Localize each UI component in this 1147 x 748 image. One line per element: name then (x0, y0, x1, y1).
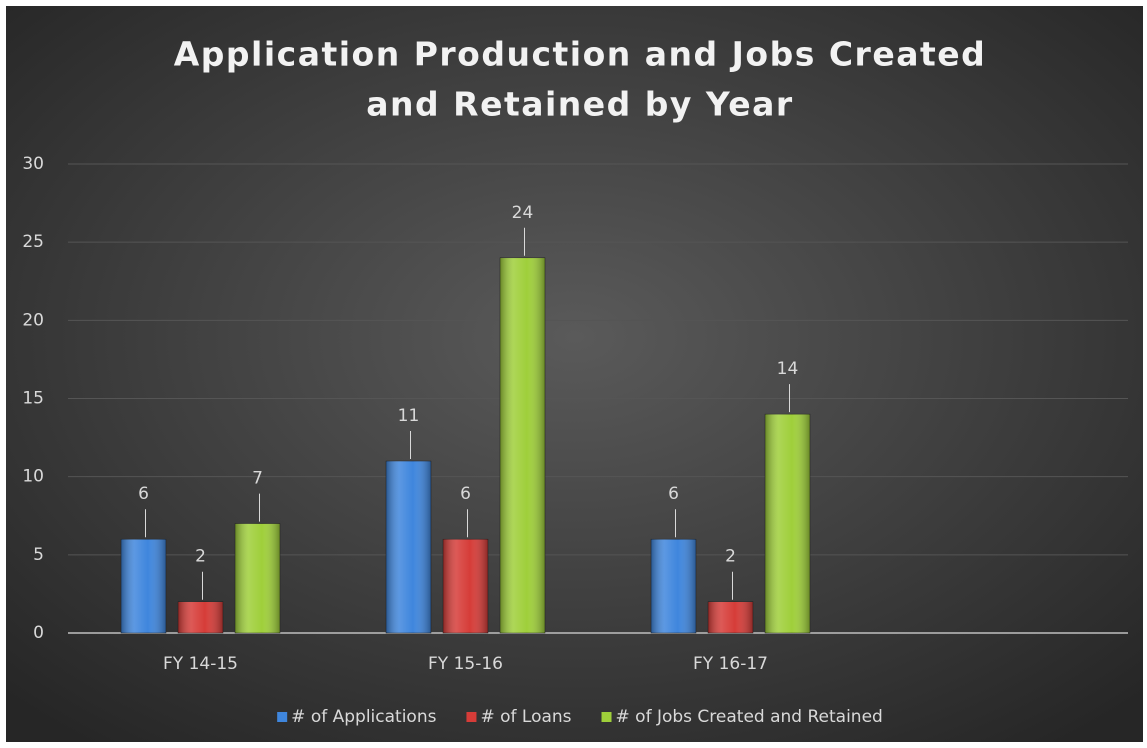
x-tick-label: FY 16-17 (693, 654, 768, 674)
data-label: 2 (195, 547, 206, 567)
data-label: 6 (668, 484, 679, 504)
y-tick-label: 5 (33, 545, 44, 565)
legend-swatch (277, 712, 288, 722)
x-tick-label: FY 14-15 (163, 654, 238, 674)
y-tick-label: 0 (33, 623, 44, 643)
bar-shine (651, 539, 696, 633)
data-label: 2 (725, 547, 736, 567)
y-tick-label: 10 (22, 467, 44, 487)
bar-shine (500, 257, 545, 633)
y-tick-label: 30 (22, 154, 44, 174)
bar-shine (178, 601, 223, 633)
bar-shine (765, 414, 810, 633)
bar-shine (386, 461, 431, 633)
legend-label: # of Loans (480, 707, 571, 727)
y-tick-label: 25 (22, 232, 44, 252)
y-tick-label: 15 (22, 389, 44, 409)
bar-shine (443, 539, 488, 633)
bar-shine (708, 601, 753, 633)
x-tick-label: FY 15-16 (428, 654, 503, 674)
legend-swatch (466, 712, 477, 722)
data-label: 14 (777, 359, 799, 379)
bar-shine (121, 539, 166, 633)
data-label: 7 (252, 469, 263, 489)
data-label: 6 (138, 484, 149, 504)
chart-title: Application Production and Jobs Created (174, 35, 987, 74)
data-label: 6 (460, 484, 471, 504)
legend-label: # of Applications (291, 707, 436, 727)
chart-title-line2: and Retained by Year (366, 85, 793, 124)
legend-swatch (601, 712, 612, 722)
y-tick-label: 20 (22, 310, 44, 330)
data-label: 11 (398, 406, 420, 426)
bar-shine (235, 523, 280, 633)
data-label: 24 (512, 203, 534, 223)
legend-label: # of Jobs Created and Retained (616, 707, 883, 727)
